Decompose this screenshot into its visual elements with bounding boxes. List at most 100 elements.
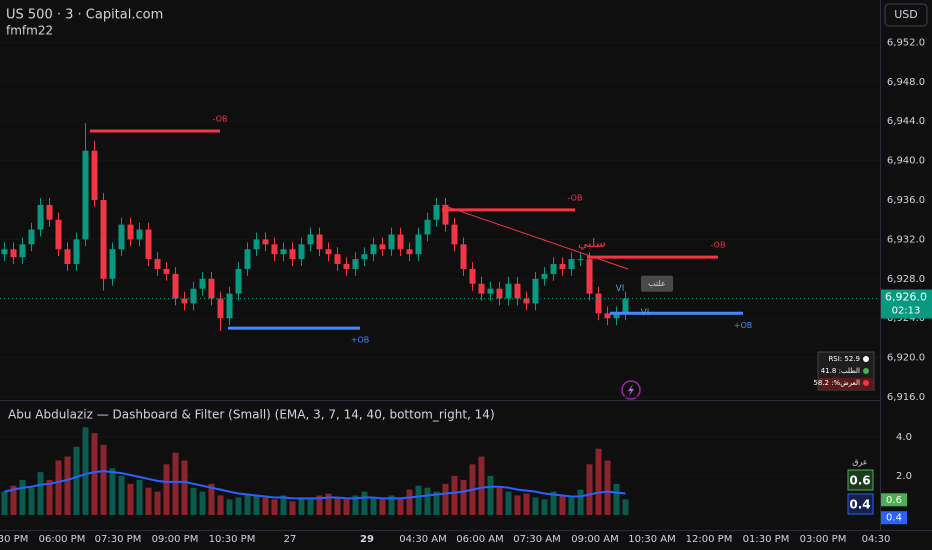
volume-bar — [172, 452, 179, 515]
x-tick-label: 04:30 — [862, 534, 891, 545]
x-tick-label: 27 — [284, 534, 297, 545]
x-tick-label: 09:00 PM — [152, 534, 199, 545]
x-tick-label: 01:30 PM — [743, 534, 790, 545]
x-tick-label: 07:30 PM — [95, 534, 142, 545]
candle-body — [379, 244, 386, 250]
dashboard-dot — [863, 380, 869, 386]
volume-bar — [37, 472, 44, 515]
candle-body — [505, 283, 512, 299]
volume-bar — [307, 499, 314, 515]
volume-bar — [289, 501, 296, 515]
readout-title: عرق — [852, 458, 867, 467]
candle-body — [352, 259, 359, 269]
y-tick-label: 2.0 — [896, 471, 912, 482]
volume-bar — [334, 497, 341, 515]
volume-bar — [271, 499, 278, 515]
readout-bear-box — [847, 493, 874, 515]
alert-icon[interactable] — [621, 380, 641, 400]
candle-body — [82, 150, 89, 240]
volume-bar — [235, 497, 242, 515]
volume-bar — [100, 444, 107, 515]
y-tick-label: 6,952.0 — [887, 37, 925, 48]
candle-body — [361, 254, 368, 260]
volume-bar — [19, 479, 26, 515]
x-tick-label: 10:30 PM — [209, 534, 256, 545]
candle-body — [343, 264, 350, 269]
x-tick-label: 29 — [360, 534, 374, 545]
dashboard-dot — [863, 368, 869, 374]
indicator-title: Abu Abdulaziz — Dashboard & Filter (Smal… — [8, 408, 495, 422]
alert-bolt — [628, 384, 634, 396]
currency-label[interactable]: USD — [894, 8, 918, 21]
currency-button[interactable] — [884, 3, 928, 27]
candle-body — [550, 264, 557, 274]
signal-label: سلبي — [578, 236, 606, 250]
candle-body — [253, 239, 260, 250]
volume-bar — [1, 491, 8, 515]
volume-bar — [496, 487, 503, 515]
candle-body — [487, 288, 494, 294]
candle-body — [136, 229, 143, 240]
x-tick-label: 07:30 AM — [513, 534, 560, 545]
dashboard-row: الطلب: 41.8 — [821, 367, 860, 375]
candle-body — [469, 268, 476, 284]
axis-tag-bull — [881, 493, 907, 507]
candle-body — [226, 293, 233, 319]
volume-bar — [577, 489, 584, 515]
volume-bar — [406, 489, 413, 515]
candle-body — [91, 150, 98, 200]
candle-body — [334, 254, 341, 265]
volume-bar — [523, 493, 530, 515]
volume-bar — [82, 427, 89, 515]
candle-body — [325, 249, 332, 255]
volume-bar — [415, 485, 422, 515]
readout-bull-box — [847, 469, 874, 491]
volume-bar — [28, 487, 35, 515]
candle-body — [46, 204, 53, 220]
volume-bar — [154, 491, 161, 515]
volume-bar — [487, 476, 494, 515]
candle-body — [541, 273, 548, 279]
volume-bar — [226, 499, 233, 515]
volume-bar — [613, 483, 620, 515]
candle-body — [514, 283, 521, 299]
y-tick-label: 6,944.0 — [887, 116, 925, 127]
volume-bar — [136, 479, 143, 515]
dashboard-value: 58.2 — [813, 379, 829, 387]
candle-body — [307, 234, 314, 245]
candle-body — [604, 313, 611, 319]
candle-body — [622, 298, 629, 314]
dashboard-row-bg — [819, 378, 873, 389]
y-tick-label: 6,924.0 — [887, 313, 925, 324]
volume-bar — [568, 497, 575, 515]
candle-body — [460, 244, 467, 269]
volume-bar — [325, 493, 332, 515]
candle-body — [298, 244, 305, 260]
candle-body — [172, 273, 179, 299]
volume-bar — [298, 497, 305, 515]
candle-body — [613, 313, 620, 319]
candle-body — [424, 219, 431, 235]
volume-bar — [91, 433, 98, 515]
candle-body — [19, 244, 26, 258]
candle-body — [586, 259, 593, 294]
dashboard-label: العرض%: — [831, 379, 860, 387]
volume-bar — [244, 493, 251, 515]
candle-body — [73, 239, 80, 265]
candle-body — [109, 249, 116, 279]
volume-bar — [586, 464, 593, 515]
candle-body — [163, 268, 170, 274]
candle-body — [316, 234, 323, 250]
volume-bar — [505, 491, 512, 515]
y-tick-label: 6,916.0 — [887, 392, 925, 403]
volume-bar — [190, 487, 197, 515]
candle-body — [415, 234, 422, 255]
volume-bar — [550, 491, 557, 515]
volume-bar — [622, 499, 629, 515]
dashboard-value: 52.9 — [844, 355, 860, 363]
dashboard-label: RSI: — [828, 355, 842, 363]
volume-bar — [316, 495, 323, 515]
volume-bar — [280, 495, 287, 515]
candle-body — [280, 249, 287, 255]
